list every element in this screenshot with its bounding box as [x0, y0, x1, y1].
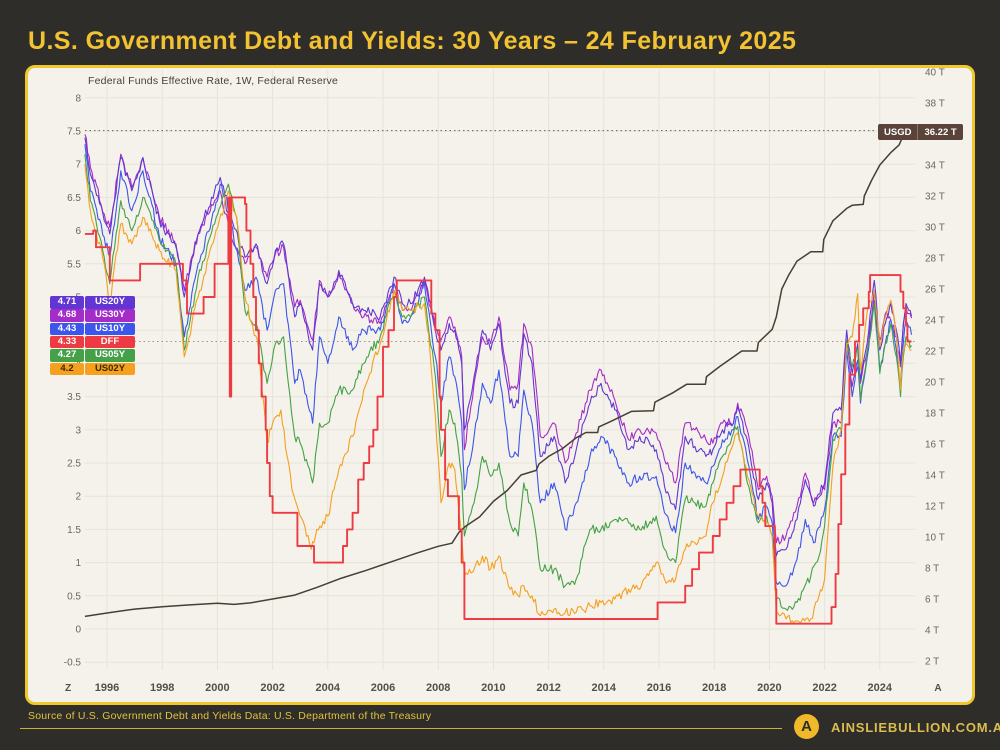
x-axis-tick: 2024: [868, 682, 893, 694]
x-axis-tick: 2008: [426, 682, 450, 694]
left-axis-tick: 1: [75, 558, 81, 569]
price-label-row-DFF: 4.33 DFF: [50, 335, 135, 349]
left-axis-tick: 3.5: [67, 392, 81, 403]
left-axis-tick: 8: [75, 93, 81, 104]
footer-divider-line: [20, 728, 782, 729]
right-axis-tick: 14 T: [925, 471, 945, 482]
right-axis-tick: 4 T: [925, 626, 939, 637]
series-US05Y-line: [84, 154, 912, 611]
left-axis-tick: 0.5: [67, 591, 81, 602]
price-label-value: 4.43: [50, 322, 84, 336]
x-axis-tick: 2014: [592, 682, 617, 694]
price-label-value: 4.33: [50, 335, 84, 349]
right-axis-tick: 2 T: [925, 657, 939, 668]
usgd-value: 36.22 T: [924, 126, 957, 138]
chart-canvas: 87.576.565.554.543.532.521.510.50-0.540 …: [64, 68, 945, 694]
source-note: Source of U.S. Government Debt and Yield…: [28, 710, 432, 722]
price-label-value: 4.27: [50, 349, 84, 362]
x-axis-edge-left: Z: [65, 683, 71, 694]
series-US20Y-line: [84, 137, 913, 557]
right-axis-tick: 24 T: [925, 316, 945, 327]
price-label-ticker: US02Y: [85, 362, 135, 376]
price-label-row-US10Y: 4.43 US10Y: [50, 322, 135, 336]
left-axis-tick: 2.5: [67, 459, 81, 470]
right-axis-tick: 38 T: [925, 99, 945, 110]
right-axis-tick: 8 T: [925, 564, 939, 575]
left-axis-tick: 3: [75, 425, 81, 436]
x-axis-tick: 2018: [702, 682, 726, 694]
ainslie-logo-icon: A: [794, 714, 819, 739]
right-axis-tick: 32 T: [925, 192, 945, 203]
price-label-row-US20Y: 4.71 US20Y: [50, 296, 135, 309]
x-axis-tick: 2002: [260, 682, 284, 694]
usgd-badge-divider: [917, 124, 919, 140]
price-label-value: 4.71: [50, 296, 84, 309]
right-axis-tick: 10 T: [925, 533, 945, 544]
x-axis-tick: 2010: [481, 682, 505, 694]
usgd-ticker: USGD: [884, 126, 912, 138]
usgd-price-badge: USGD 36.22 T: [878, 124, 963, 140]
x-axis-tick: 2006: [371, 682, 395, 694]
chart-panel: Federal Funds Effective Rate, 1W, Federa…: [25, 65, 975, 705]
series-US02Y-line: [84, 164, 912, 624]
left-axis-tick: 7.5: [67, 127, 81, 138]
right-axis-tick: 30 T: [925, 223, 945, 234]
x-axis-tick: 2022: [812, 682, 836, 694]
right-axis-tick: 18 T: [925, 409, 945, 420]
price-label-ticker: US30Y: [85, 309, 135, 322]
price-label-ticker: US20Y: [85, 296, 135, 309]
x-axis-tick: 2012: [536, 682, 560, 694]
right-axis-tick: 40 T: [925, 68, 945, 79]
price-label-ticker: US10Y: [85, 322, 135, 336]
price-label-value: 4.2: [50, 362, 84, 376]
left-axis-tick: 2: [75, 492, 81, 503]
right-axis-tick: 12 T: [925, 502, 945, 513]
left-axis-tick: 6.5: [67, 193, 81, 204]
x-axis-tick: 2016: [647, 682, 671, 694]
x-axis-tick: 1996: [95, 682, 119, 694]
chart-subtitle: Federal Funds Effective Rate, 1W, Federa…: [88, 75, 339, 87]
left-axis-tick: 1.5: [67, 525, 81, 536]
left-axis-tick: 5.5: [67, 259, 81, 270]
series-DFF-line: [84, 196, 912, 625]
left-axis-tick: -0.5: [64, 658, 82, 669]
series-USGD-line: [84, 129, 911, 618]
price-label-row-US02Y: 4.2 US02Y: [50, 362, 135, 376]
left-axis-tick: 6: [75, 226, 81, 237]
left-axis-tick: 0: [75, 625, 81, 636]
x-axis-tick: 2004: [316, 682, 341, 694]
right-axis-tick: 28 T: [925, 254, 945, 265]
x-axis-tick: 1998: [150, 682, 174, 694]
price-label-value: 4.68: [50, 309, 84, 322]
x-axis-tick: 2000: [205, 682, 229, 694]
right-axis-tick: 6 T: [925, 595, 939, 606]
price-label-row-US30Y: 4.68 US30Y: [50, 309, 135, 322]
x-axis-edge-right: A: [934, 683, 941, 694]
series-US10Y-line: [84, 144, 913, 587]
left-axis-tick: 7: [75, 160, 81, 171]
right-axis-tick: 22 T: [925, 347, 945, 358]
right-axis-tick: 26 T: [925, 285, 945, 296]
page-title: U.S. Government Debt and Yields: 30 Year…: [28, 27, 797, 55]
right-axis-tick: 34 T: [925, 161, 945, 172]
right-axis-tick: 20 T: [925, 378, 945, 389]
x-axis-tick: 2020: [757, 682, 781, 694]
brand-url: AINSLIEBULLION.COM.AU: [831, 720, 1000, 735]
series-US30Y-line: [84, 134, 913, 545]
price-label-ticker: US05Y: [85, 349, 135, 362]
price-label-ticker: DFF: [85, 335, 135, 349]
right-axis-tick: 16 T: [925, 440, 945, 451]
price-label-row-US05Y: 4.27 US05Y: [50, 349, 135, 362]
